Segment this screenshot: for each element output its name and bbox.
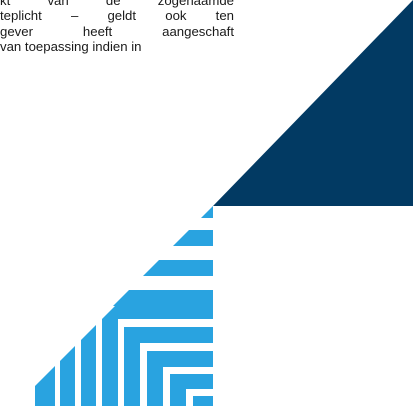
bar-2 xyxy=(60,346,75,406)
bar-1 xyxy=(35,366,55,406)
stripe-1 xyxy=(201,206,213,218)
navy-triangle xyxy=(213,0,413,206)
stripe-3 xyxy=(143,260,213,276)
bar-3 xyxy=(81,325,96,406)
corner-block xyxy=(193,396,213,406)
stripe-2 xyxy=(173,230,213,246)
